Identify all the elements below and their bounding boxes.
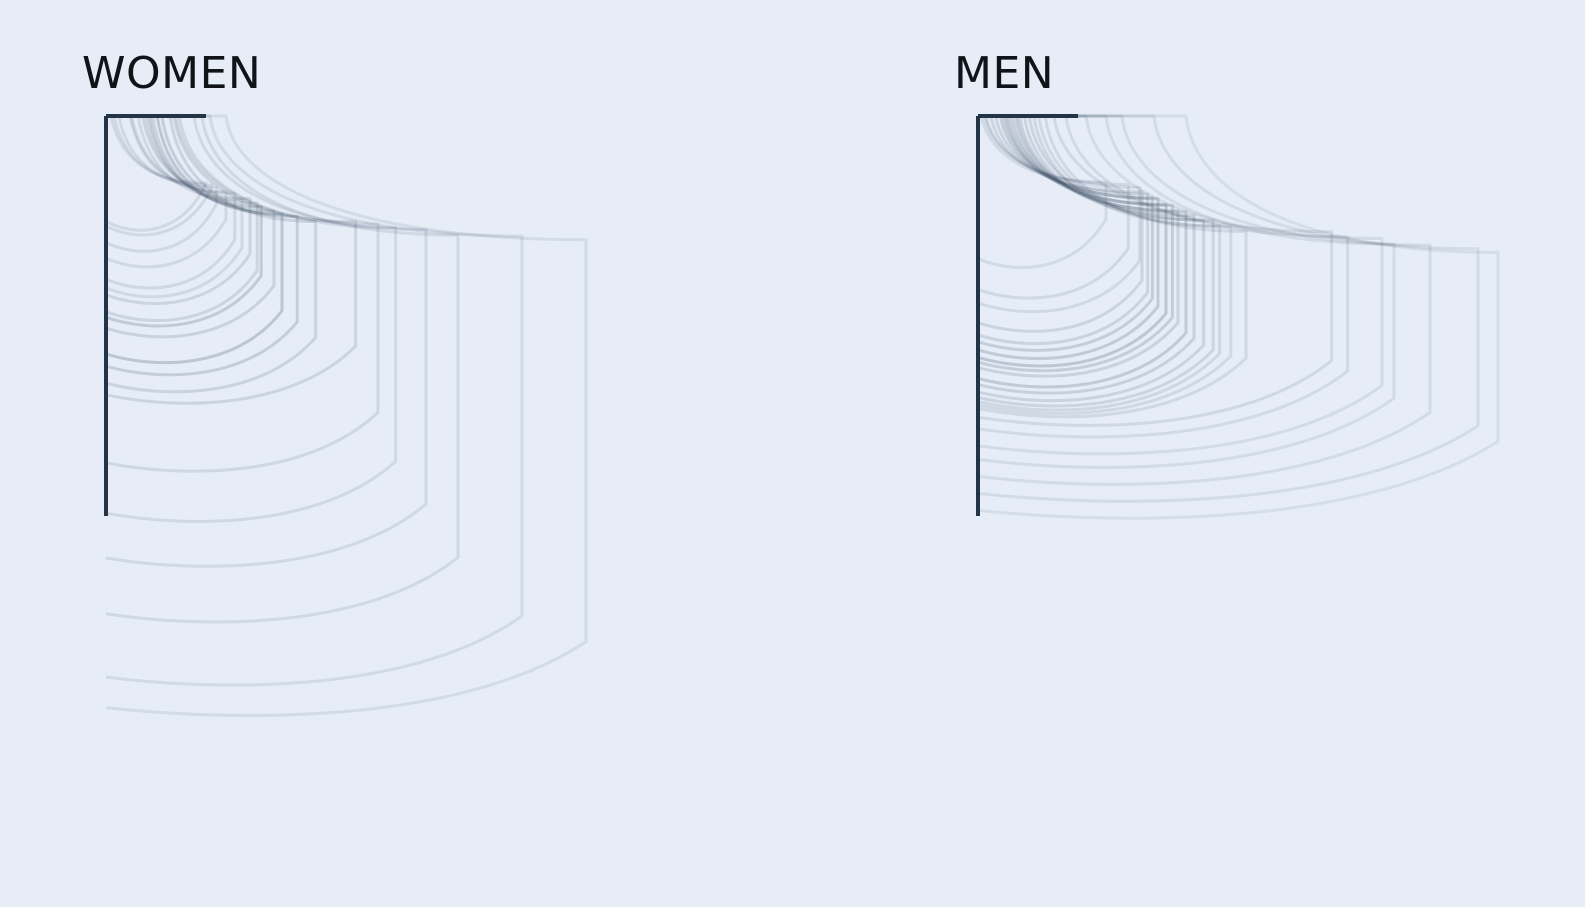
men-curve [977, 114, 1108, 269]
men-curve [977, 114, 1196, 395]
women-curve [105, 114, 460, 624]
women-curve [105, 114, 214, 237]
women-curve [105, 114, 284, 365]
men-curve [977, 114, 1480, 503]
men-curve [977, 114, 1215, 408]
men-curve [977, 114, 1174, 373]
women-curve [105, 114, 208, 232]
men-curve [977, 114, 1233, 415]
women-curve [105, 114, 358, 405]
women-curve [105, 114, 259, 322]
women-curve [105, 114, 218, 253]
men-curve [977, 114, 1130, 300]
men-curve [977, 114, 1154, 352]
men-panel [976, 114, 1500, 520]
women-curve [105, 114, 299, 377]
men-curve [977, 114, 1144, 333]
women-curve [105, 114, 318, 394]
men-curve [977, 114, 1350, 439]
men-curve [977, 114, 1142, 314]
women-curve [105, 114, 276, 339]
men-curve [977, 114, 1180, 378]
women-curve [105, 114, 398, 523]
women-curve [105, 114, 228, 269]
men-curve [977, 114, 1500, 520]
women-panel-title: WOMEN [82, 48, 262, 99]
men-curve [977, 114, 1206, 403]
women-curve [105, 114, 237, 290]
women-curve [105, 114, 588, 718]
men-curve [977, 114, 1334, 427]
men-curve [977, 114, 1188, 389]
men-curve [977, 114, 1222, 412]
men-panel-title: MEN [954, 48, 1055, 99]
men-curve [977, 114, 1160, 361]
men-curve [977, 114, 1248, 419]
women-curve [105, 114, 244, 299]
men-curve [977, 114, 1150, 346]
women-curve [105, 114, 252, 306]
men-curve [977, 114, 1384, 456]
women-curve [105, 114, 263, 328]
women-curve [105, 114, 524, 687]
women-panel [104, 114, 588, 718]
women-curve [105, 114, 380, 473]
men-curve [977, 114, 1168, 368]
men-curve [977, 114, 1396, 469]
men-curve [977, 114, 1432, 486]
women-curve [105, 114, 428, 568]
